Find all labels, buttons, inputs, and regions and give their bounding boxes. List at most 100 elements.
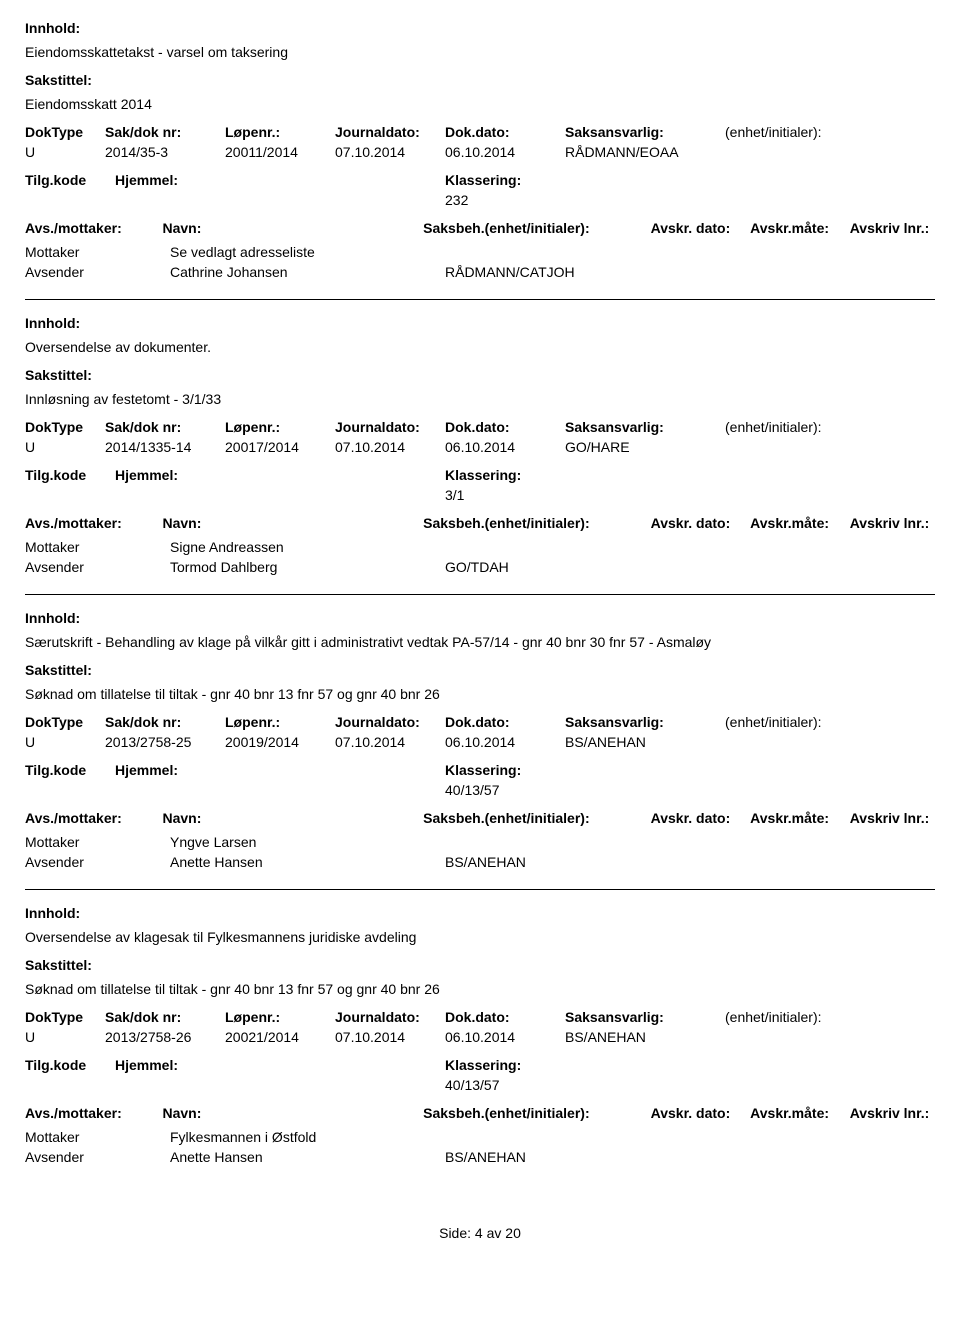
lopenr-value: 20017/2014 <box>225 439 335 455</box>
innhold-value: Oversendelse av dokumenter. <box>25 339 935 355</box>
sakdoknr-header: Sak/dok nr: <box>105 1009 225 1025</box>
page-footer: Side: 4 av 20 <box>25 1225 935 1241</box>
avskrivlnr-header: Avskriv lnr.: <box>850 220 935 236</box>
dokdato-value: 06.10.2014 <box>445 734 565 750</box>
avsender-code: GO/TDAH <box>445 559 645 575</box>
avsender-label: Avsender <box>25 1149 170 1165</box>
saksansvarlig-value: BS/ANEHAN <box>565 1029 725 1045</box>
tilgkode-header: Tilg.kode <box>25 467 115 483</box>
doktype-header: DokType <box>25 124 105 140</box>
sakstittel-label: Sakstittel: <box>25 72 92 88</box>
lopenr-header: Løpenr.: <box>225 419 335 435</box>
mottaker-code <box>445 1129 645 1145</box>
sakdoknr-header: Sak/dok nr: <box>105 124 225 140</box>
mottaker-code <box>445 834 645 850</box>
enhet-value <box>725 144 875 160</box>
avsmottaker-header: Avs./mottaker: <box>25 220 162 236</box>
avsmottaker-header: Avs./mottaker: <box>25 515 162 531</box>
doktype-value: U <box>25 1029 105 1045</box>
doktype-value: U <box>25 734 105 750</box>
journaldato-value: 07.10.2014 <box>335 144 445 160</box>
avsender-code: BS/ANEHAN <box>445 1149 645 1165</box>
sakdoknr-value: 2014/1335-14 <box>105 439 225 455</box>
enhet-value <box>725 439 875 455</box>
journaldato-header: Journaldato: <box>335 1009 445 1025</box>
klassering-header: Klassering: <box>445 172 595 188</box>
lopenr-header: Løpenr.: <box>225 714 335 730</box>
avskrivlnr-header: Avskriv lnr.: <box>850 810 935 826</box>
tilgkode-header: Tilg.kode <box>25 762 115 778</box>
lopenr-value: 20011/2014 <box>225 144 335 160</box>
footer-page: 4 <box>475 1225 483 1241</box>
saksansvarlig-header: Saksansvarlig: <box>565 1009 725 1025</box>
footer-total: 20 <box>505 1225 521 1241</box>
avsender-label: Avsender <box>25 854 170 870</box>
hjemmel-header: Hjemmel: <box>115 762 445 778</box>
lopenr-value: 20021/2014 <box>225 1029 335 1045</box>
hjemmel-header: Hjemmel: <box>115 467 445 483</box>
navn-header: Navn: <box>162 1105 423 1121</box>
dokdato-header: Dok.dato: <box>445 1009 565 1025</box>
saksansvarlig-value: GO/HARE <box>565 439 725 455</box>
footer-prefix: Side: <box>439 1225 471 1241</box>
avsender-name: Cathrine Johansen <box>170 264 445 280</box>
avsender-label: Avsender <box>25 264 170 280</box>
saksansvarlig-header: Saksansvarlig: <box>565 124 725 140</box>
sakdoknr-value: 2013/2758-25 <box>105 734 225 750</box>
avsender-name: Anette Hansen <box>170 854 445 870</box>
dokdato-value: 06.10.2014 <box>445 144 565 160</box>
mottaker-name: Fylkesmannen i Østfold <box>170 1129 445 1145</box>
journal-record: Innhold: Særutskrift - Behandling av kla… <box>25 610 935 890</box>
innhold-value: Særutskrift - Behandling av klage på vil… <box>25 634 935 650</box>
doktype-value: U <box>25 144 105 160</box>
enhet-header: (enhet/initialer): <box>725 124 875 140</box>
sakdoknr-header: Sak/dok nr: <box>105 714 225 730</box>
enhet-header: (enhet/initialer): <box>725 419 875 435</box>
mottaker-name: Signe Andreassen <box>170 539 445 555</box>
journaldato-value: 07.10.2014 <box>335 439 445 455</box>
enhet-value <box>725 734 875 750</box>
innhold-label: Innhold: <box>25 905 80 921</box>
tilgkode-header: Tilg.kode <box>25 172 115 188</box>
avsender-code: RÅDMANN/CATJOH <box>445 264 645 280</box>
journaldato-header: Journaldato: <box>335 419 445 435</box>
dokdato-header: Dok.dato: <box>445 419 565 435</box>
journal-record: Innhold: Oversendelse av klagesak til Fy… <box>25 905 935 1165</box>
mottaker-label: Mottaker <box>25 834 170 850</box>
avsender-name: Tormod Dahlberg <box>170 559 445 575</box>
avskrivlnr-header: Avskriv lnr.: <box>850 515 935 531</box>
sakstittel-value: Søknad om tillatelse til tiltak - gnr 40… <box>25 686 935 702</box>
avskrdato-header: Avskr. dato: <box>651 1105 751 1121</box>
saksansvarlig-value: RÅDMANN/EOAA <box>565 144 725 160</box>
innhold-label: Innhold: <box>25 20 80 36</box>
avskrmaate-header: Avskr.måte: <box>750 220 850 236</box>
sakstittel-label: Sakstittel: <box>25 367 92 383</box>
sakstittel-value: Eiendomsskatt 2014 <box>25 96 935 112</box>
hjemmel-header: Hjemmel: <box>115 172 445 188</box>
saksansvarlig-header: Saksansvarlig: <box>565 419 725 435</box>
innhold-label: Innhold: <box>25 315 80 331</box>
dokdato-value: 06.10.2014 <box>445 439 565 455</box>
sakstittel-value: Søknad om tillatelse til tiltak - gnr 40… <box>25 981 935 997</box>
klassering-value: 40/13/57 <box>445 1077 935 1093</box>
navn-header: Navn: <box>162 220 423 236</box>
journaldato-header: Journaldato: <box>335 714 445 730</box>
klassering-value: 40/13/57 <box>445 782 935 798</box>
doktype-header: DokType <box>25 1009 105 1025</box>
tilgkode-header: Tilg.kode <box>25 1057 115 1073</box>
saksbeh-header: Saksbeh.(enhet/initialer): <box>423 1105 651 1121</box>
lopenr-header: Løpenr.: <box>225 124 335 140</box>
hjemmel-header: Hjemmel: <box>115 1057 445 1073</box>
dokdato-header: Dok.dato: <box>445 714 565 730</box>
mottaker-code <box>445 539 645 555</box>
sakstittel-label: Sakstittel: <box>25 957 92 973</box>
klassering-value: 232 <box>445 192 935 208</box>
journaldato-value: 07.10.2014 <box>335 734 445 750</box>
journal-record: Innhold: Eiendomsskattetakst - varsel om… <box>25 20 935 300</box>
avsmottaker-header: Avs./mottaker: <box>25 810 162 826</box>
innhold-label: Innhold: <box>25 610 80 626</box>
avsender-name: Anette Hansen <box>170 1149 445 1165</box>
mottaker-label: Mottaker <box>25 539 170 555</box>
saksbeh-header: Saksbeh.(enhet/initialer): <box>423 515 651 531</box>
avskrmaate-header: Avskr.måte: <box>750 810 850 826</box>
